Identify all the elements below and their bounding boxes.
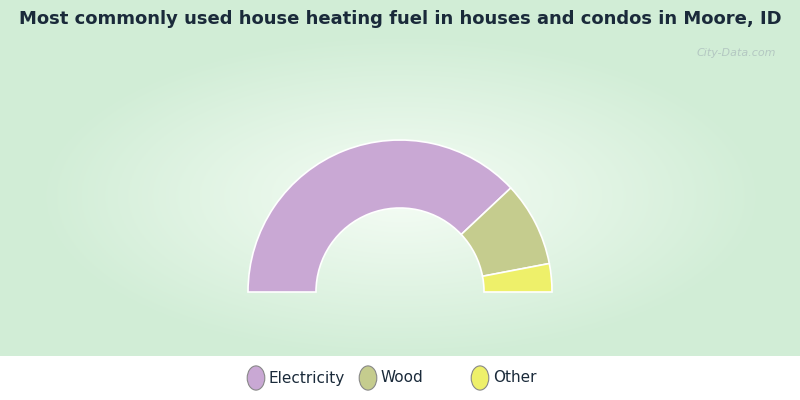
Text: Wood: Wood [381, 370, 423, 386]
Text: Most commonly used house heating fuel in houses and condos in Moore, ID: Most commonly used house heating fuel in… [18, 10, 782, 28]
Ellipse shape [247, 366, 265, 390]
Ellipse shape [359, 366, 377, 390]
Text: Other: Other [493, 370, 536, 386]
Wedge shape [248, 140, 511, 292]
Wedge shape [462, 188, 550, 276]
Wedge shape [482, 264, 552, 292]
Ellipse shape [471, 366, 489, 390]
Text: Electricity: Electricity [269, 370, 345, 386]
Text: City-Data.com: City-Data.com [697, 48, 776, 58]
